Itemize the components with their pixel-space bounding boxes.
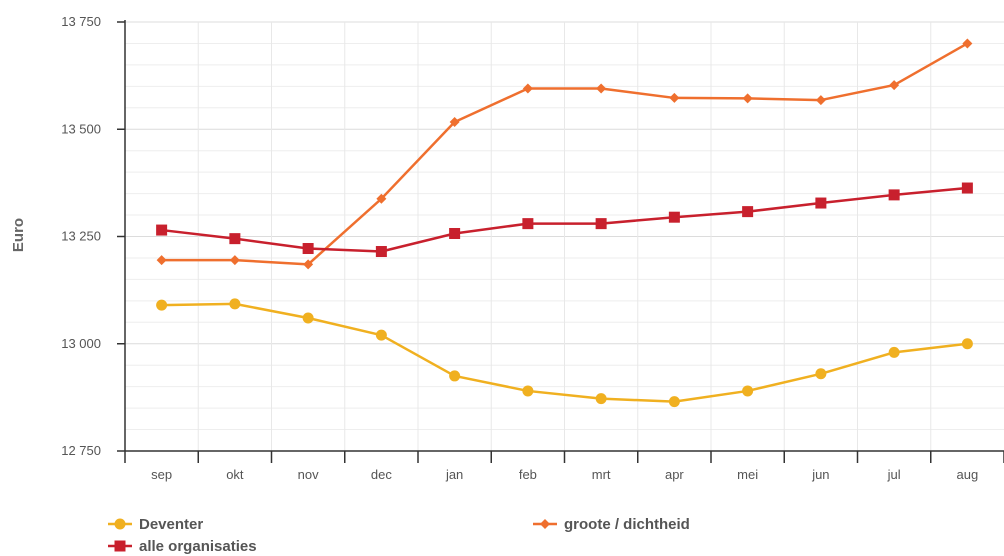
y-tick-label: 12 750 (61, 443, 101, 458)
data-point (888, 346, 900, 358)
data-point (889, 80, 900, 91)
x-axis-ticks: sep okt nov dec jan feb mrt apr mei jun jul aug (124, 451, 1004, 482)
data-point (815, 368, 827, 380)
series-layer (156, 38, 973, 408)
data-point (229, 255, 240, 266)
data-point (375, 329, 387, 341)
x-tick-label: sep (151, 467, 172, 482)
legend-marker (114, 518, 126, 530)
data-point (449, 370, 461, 382)
x-tick-label: feb (519, 467, 537, 482)
legend-item: groote / dichtheid (533, 516, 690, 533)
grid (125, 21, 1004, 452)
y-tick-label: 13 000 (61, 336, 101, 351)
data-point (302, 312, 314, 324)
data-point (742, 385, 754, 397)
data-point (596, 83, 607, 94)
data-point (229, 233, 241, 245)
data-point (156, 224, 168, 236)
x-tick-label: jul (887, 467, 901, 482)
data-point (961, 338, 973, 350)
data-point (375, 246, 387, 258)
legend-label: Deventer (139, 516, 203, 533)
data-point (742, 93, 753, 104)
x-tick-label: jan (445, 467, 463, 482)
data-point (595, 218, 607, 230)
data-point (962, 38, 973, 49)
legend-label: groote / dichtheid (564, 516, 690, 533)
y-tick-label: 13 500 (61, 121, 101, 136)
y-tick-label: 13 750 (61, 14, 101, 29)
data-point (303, 259, 314, 270)
y-axis-title: Euro (10, 218, 27, 252)
x-tick-label: mrt (592, 467, 611, 482)
data-point (815, 197, 827, 209)
data-point (229, 298, 241, 310)
x-tick-label: okt (226, 467, 244, 482)
x-tick-label: dec (371, 467, 392, 482)
data-point (668, 211, 680, 223)
x-tick-label: apr (665, 467, 684, 482)
data-point (888, 189, 900, 201)
data-point (449, 116, 460, 127)
legend: Deventer groote / dichtheid alle organisat… (108, 516, 690, 555)
data-point (742, 206, 754, 218)
x-tick-label: jun (811, 467, 829, 482)
data-point (302, 243, 314, 255)
legend-marker (114, 540, 126, 552)
data-point (522, 83, 533, 94)
y-axis-ticks: 12 750 13 000 13 250 13 500 13 750 (61, 14, 125, 458)
data-point (376, 193, 387, 204)
legend-item: alle organisaties (108, 538, 257, 555)
series-line (161, 186, 968, 253)
data-point (156, 299, 168, 311)
x-tick-label: mei (737, 467, 758, 482)
y-tick-label: 13 250 (61, 229, 101, 244)
legend-marker (540, 519, 550, 529)
series-line (161, 302, 968, 403)
data-point (449, 227, 461, 239)
data-point (815, 95, 826, 106)
series-alle-organisaties (156, 182, 973, 258)
x-tick-label: aug (957, 467, 979, 482)
series-deventer (156, 298, 973, 408)
data-point (669, 92, 680, 103)
legend-label: alle organisaties (139, 538, 257, 555)
data-point (522, 385, 534, 397)
data-point (668, 396, 680, 408)
data-point (156, 255, 167, 266)
legend-item: Deventer (108, 516, 203, 533)
data-point (522, 218, 534, 230)
x-tick-label: nov (298, 467, 319, 482)
data-point (595, 393, 607, 405)
data-point (961, 182, 973, 194)
series-groote-dichtheid (156, 38, 973, 270)
series-line (161, 42, 968, 266)
